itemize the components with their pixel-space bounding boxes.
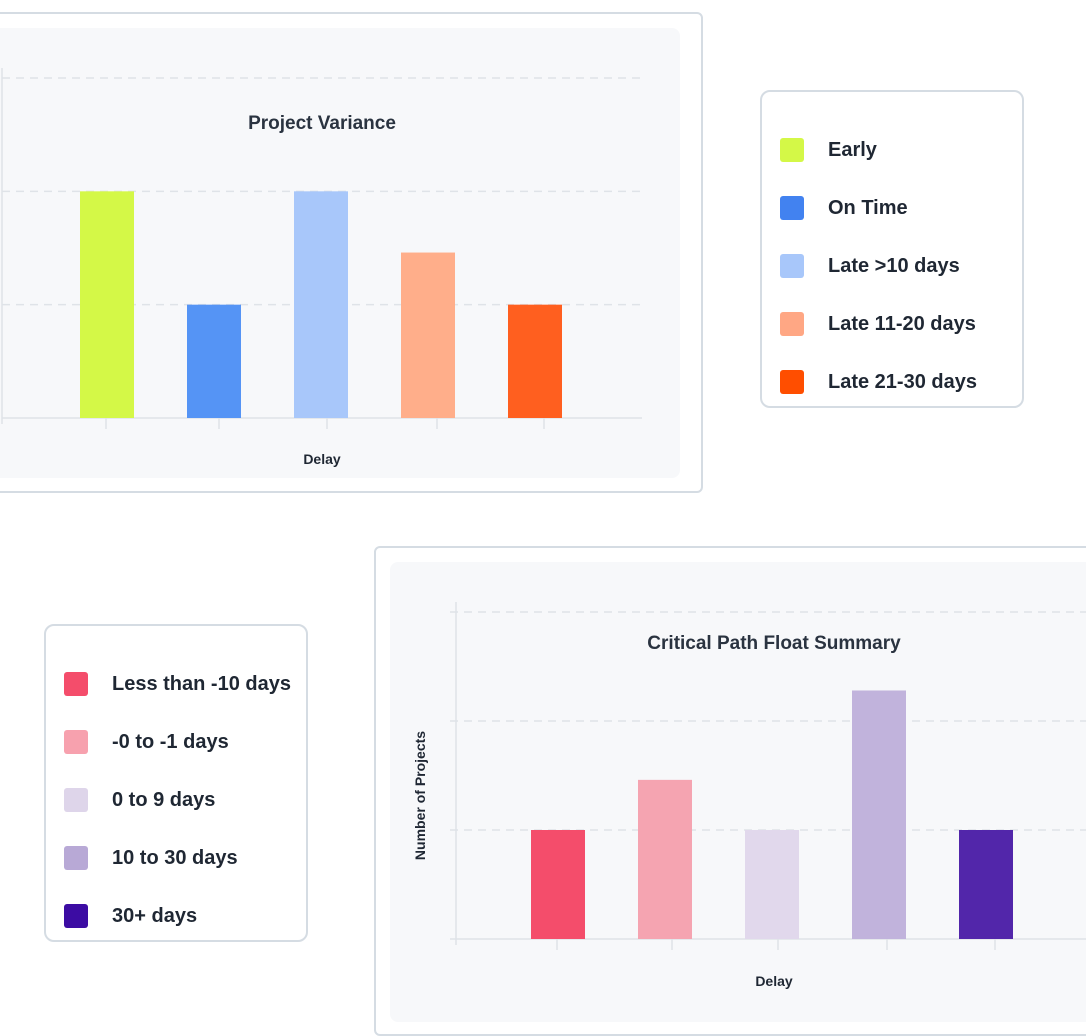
critical-path-card: Critical Path Float Summary Delay Number… — [374, 546, 1086, 1036]
bar-2[interactable] — [187, 304, 241, 418]
legend-item[interactable]: Less than -10 days — [46, 655, 306, 713]
bar-5[interactable] — [959, 830, 1013, 939]
legend-label: Late 21-30 days — [828, 370, 977, 393]
legend-swatch — [780, 312, 804, 336]
x-axis-title: Delay — [303, 451, 341, 467]
legend-label: On Time — [828, 196, 908, 219]
legend-item[interactable]: -0 to -1 days — [46, 713, 306, 771]
y-axis-title: Number of Projects — [412, 731, 428, 860]
legend-item[interactable]: 30+ days — [46, 887, 306, 945]
project-variance-card: Project Variance Delay — [0, 12, 703, 493]
legend-label: 10 to 30 days — [112, 846, 238, 869]
legend-label: Early — [828, 138, 877, 161]
legend-swatch — [64, 846, 88, 870]
bar-1[interactable] — [80, 191, 134, 418]
legend-swatch — [64, 904, 88, 928]
legend-item[interactable]: Early — [762, 121, 1022, 179]
legend-label: -0 to -1 days — [112, 730, 229, 753]
chart-title: Project Variance — [248, 113, 396, 134]
project-variance-chart-area: Project Variance Delay — [0, 28, 680, 478]
legend-swatch — [780, 138, 804, 162]
legend-item[interactable]: On Time — [762, 179, 1022, 237]
chart-title: Critical Path Float Summary — [647, 633, 901, 654]
legend-swatch — [64, 730, 88, 754]
critical-path-chart-area: Critical Path Float Summary Delay Number… — [390, 562, 1086, 1022]
legend-swatch — [780, 370, 804, 394]
legend-swatch — [64, 672, 88, 696]
legend-item[interactable]: 0 to 9 days — [46, 771, 306, 829]
legend-item[interactable]: Late >10 days — [762, 237, 1022, 295]
legend-swatch — [780, 196, 804, 220]
critical-path-chart: Critical Path Float Summary Delay Number… — [412, 602, 1086, 989]
bar-5[interactable] — [508, 304, 562, 418]
legend-item[interactable]: 10 to 30 days — [46, 829, 306, 887]
legend-label: 30+ days — [112, 904, 198, 927]
bar-2[interactable] — [638, 779, 692, 939]
bar-4[interactable] — [852, 690, 906, 939]
legend-swatch — [780, 254, 804, 278]
bar-3[interactable] — [294, 191, 348, 418]
critical-path-legend: Less than -10 days -0 to -1 days 0 to 9 da… — [44, 624, 308, 942]
legend-label: Late >10 days — [828, 254, 960, 277]
project-variance-chart: Project Variance Delay — [1, 68, 642, 467]
x-axis-title: Delay — [755, 973, 793, 989]
legend-item[interactable]: Late 11-20 days — [762, 295, 1022, 353]
bar-4[interactable] — [401, 252, 455, 418]
bar-3[interactable] — [745, 830, 799, 939]
legend-label: Less than -10 days — [112, 672, 291, 695]
legend-label: 0 to 9 days — [112, 788, 216, 811]
legend-label: Late 11-20 days — [828, 312, 976, 335]
project-variance-legend: Early On Time Late >10 days Late 11-20 days… — [760, 90, 1024, 408]
bar-1[interactable] — [531, 830, 585, 939]
legend-swatch — [64, 788, 88, 812]
legend-item[interactable]: Late 21-30 days — [762, 353, 1022, 411]
